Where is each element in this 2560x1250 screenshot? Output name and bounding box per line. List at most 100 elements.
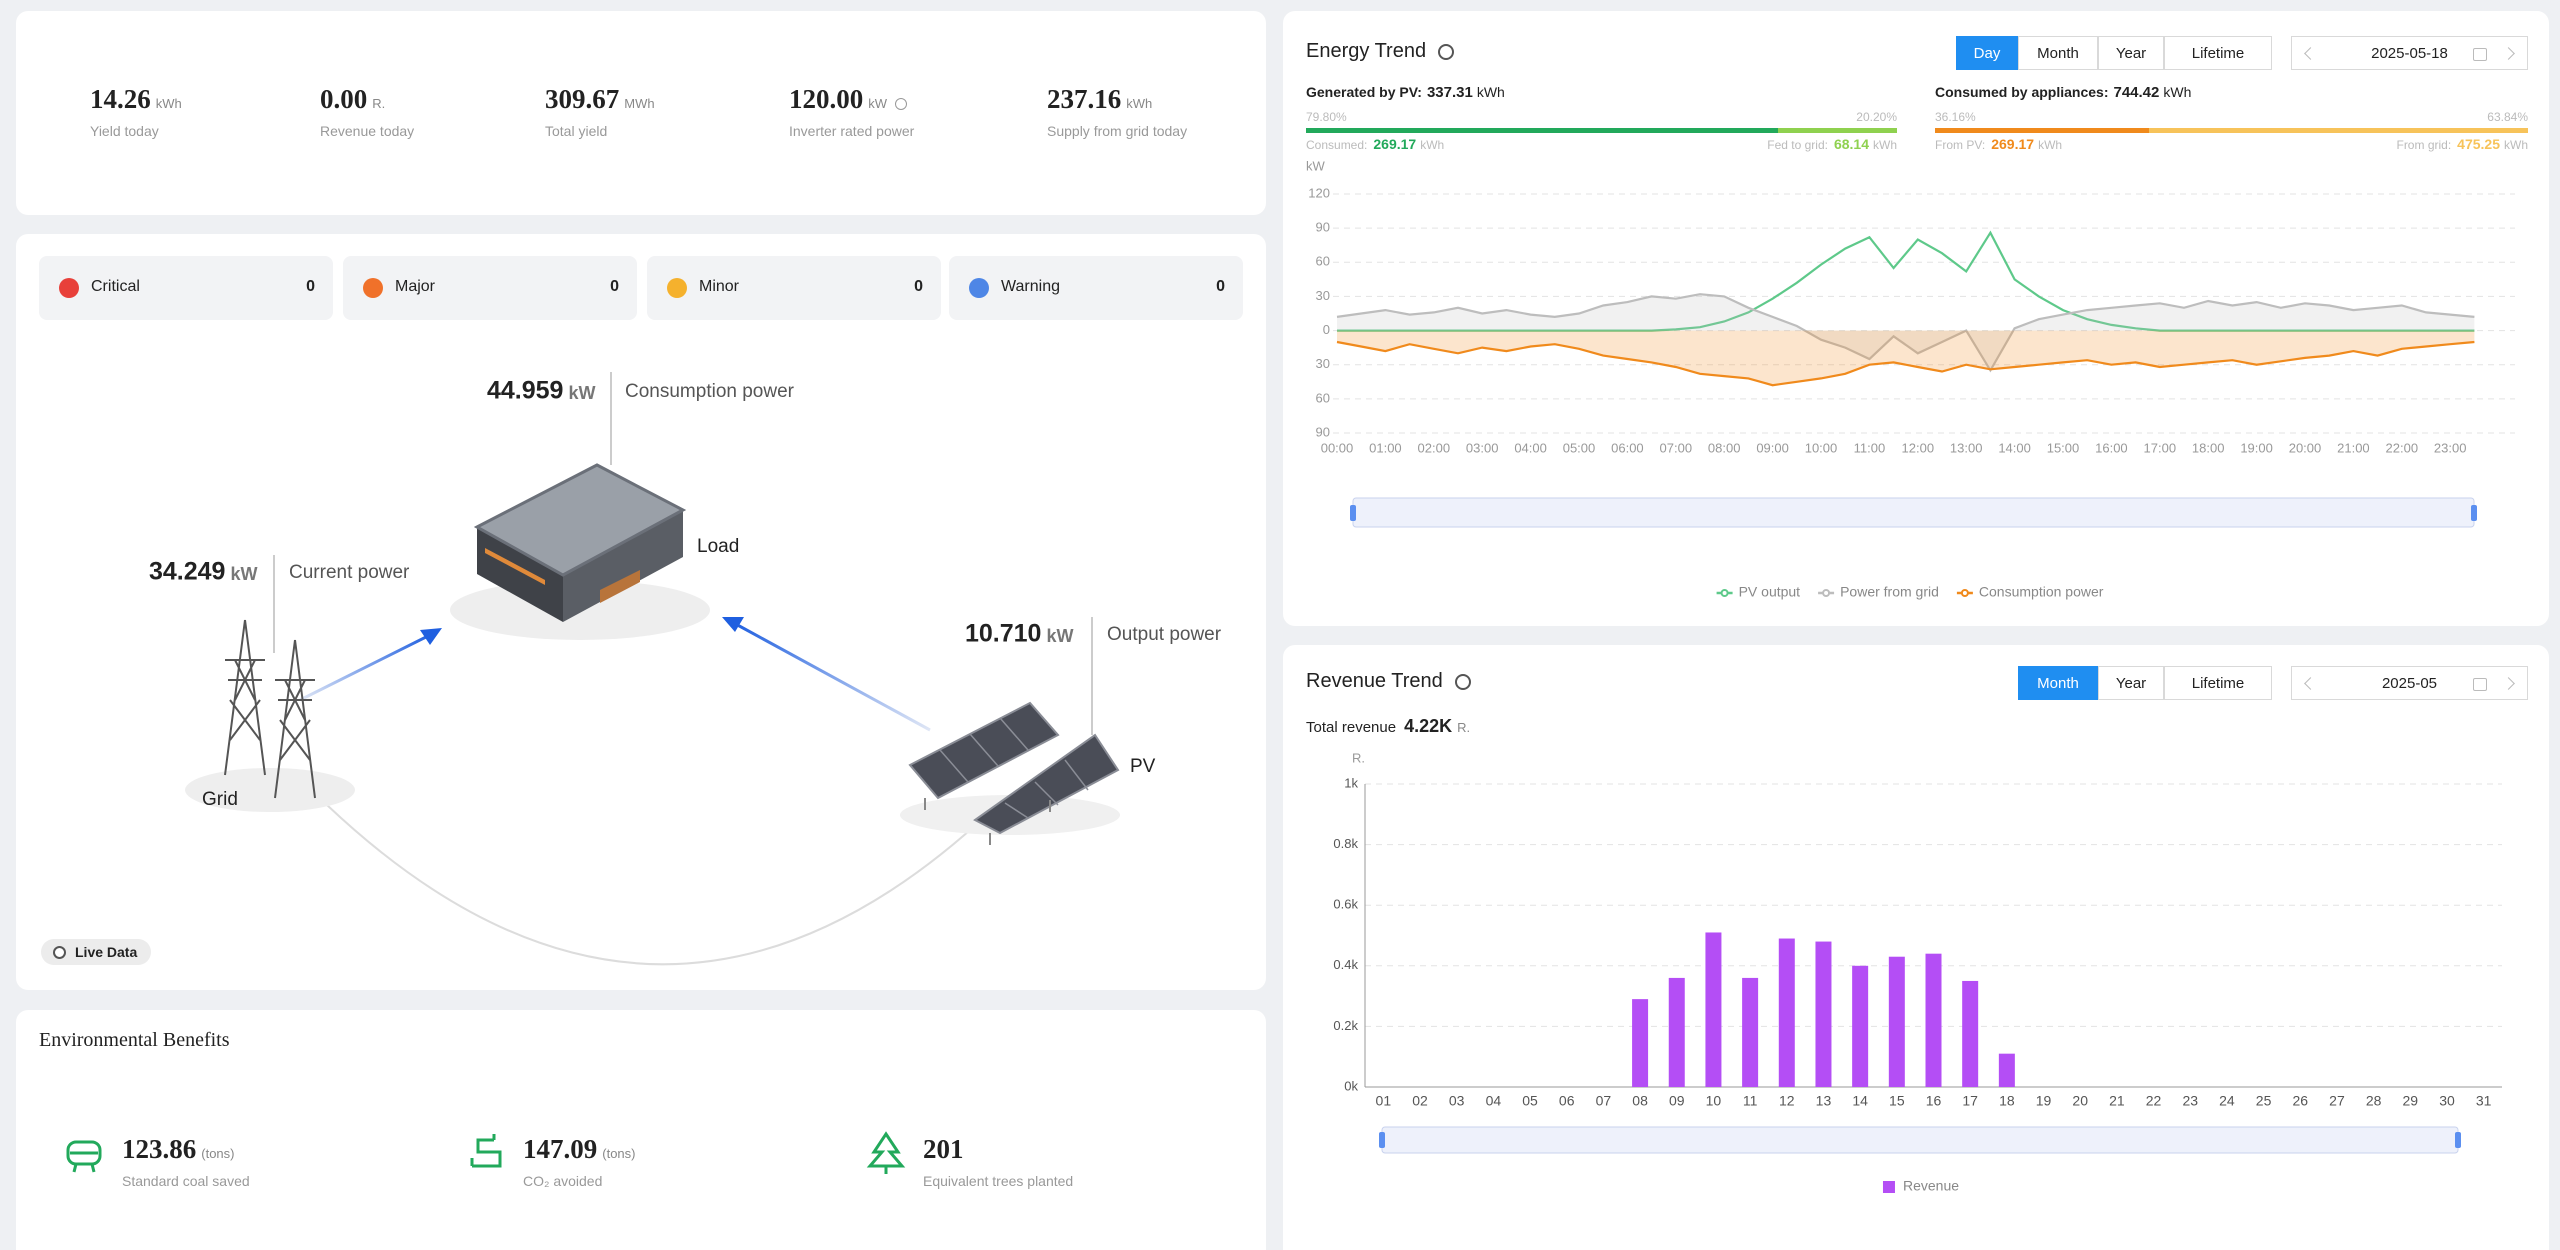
x-tick-label: 25 bbox=[2256, 1093, 2272, 1109]
summary-value: 744.42 bbox=[2113, 84, 2160, 101]
tab[interactable]: Lifetime bbox=[2164, 36, 2272, 70]
detail-label: From grid: bbox=[2396, 138, 2452, 152]
x-tick-label: 13:00 bbox=[1950, 440, 1983, 455]
icon bbox=[59, 278, 79, 298]
kpi-value: 14.26 bbox=[90, 84, 151, 114]
kpi: 14.26 kWh Yield today bbox=[90, 84, 182, 139]
environment-panel bbox=[16, 1010, 1266, 1250]
bar bbox=[1705, 932, 1722, 1087]
benefit-label: CO₂ avoided bbox=[523, 1173, 603, 1189]
summary-head: Consumed by appliances: 744.42 kWh bbox=[1935, 84, 2191, 101]
x-tick-label: 18:00 bbox=[2192, 440, 2225, 455]
detail-value: 269.17 bbox=[1991, 136, 2035, 152]
kpi-unit: MWh bbox=[624, 96, 655, 111]
benefit-label: Equivalent trees planted bbox=[923, 1173, 1074, 1189]
tab[interactable]: Month bbox=[2018, 36, 2098, 70]
connector bbox=[731, 620, 931, 732]
x-tick-label: 14 bbox=[1852, 1093, 1868, 1109]
power-unit: kW bbox=[230, 564, 257, 584]
tab[interactable]: Lifetime bbox=[2164, 666, 2272, 700]
power-label: Current power bbox=[289, 562, 410, 583]
summary-label: Consumed by appliances: bbox=[1935, 84, 2109, 100]
benefit-value: 123.86 bbox=[122, 1134, 197, 1164]
connector bbox=[326, 804, 991, 966]
x-tick-label: 15 bbox=[1889, 1093, 1905, 1109]
share-bar bbox=[1306, 128, 1778, 133]
x-tick-label: 15:00 bbox=[2047, 440, 2080, 455]
legend: PV output Power from grid Consumption powe… bbox=[1716, 584, 2104, 600]
alarm-count: 0 bbox=[914, 278, 923, 295]
y-tick-label: 30 bbox=[1316, 288, 1330, 303]
chevron bbox=[2304, 47, 2317, 60]
percent: 79.80% bbox=[1306, 110, 1347, 124]
tab[interactable]: Day bbox=[1956, 36, 2018, 70]
area bbox=[1337, 294, 2475, 371]
kpi-label: Total yield bbox=[545, 123, 608, 139]
date-picker[interactable]: 2025-05-18 bbox=[2291, 36, 2528, 70]
live-data[interactable]: Live Data bbox=[41, 939, 152, 965]
x-tick-label: 21:00 bbox=[2337, 440, 2370, 455]
benefit: 201 Equivalent trees planted bbox=[923, 1134, 1073, 1189]
x-tick-label: 00:00 bbox=[1321, 440, 1354, 455]
kpi-label: Revenue today bbox=[320, 123, 415, 139]
x-tick-label: 20 bbox=[2072, 1093, 2088, 1109]
kpi-unit: kW bbox=[868, 96, 888, 111]
total-label: Total revenue bbox=[1306, 719, 1397, 736]
node-label: Load bbox=[697, 536, 739, 557]
detail-unit: kWh bbox=[1420, 138, 1445, 152]
legend-marker bbox=[1822, 589, 1831, 597]
bar bbox=[1815, 941, 1832, 1087]
tab[interactable]: Year bbox=[2098, 666, 2164, 700]
y-tick-label: 0.8k bbox=[1333, 836, 1358, 851]
detail-value: 68.14 bbox=[1833, 136, 1869, 152]
alarm-label: Minor bbox=[699, 278, 740, 295]
legend-marker bbox=[1960, 589, 1969, 597]
kpi: 309.67 MWh Total yield bbox=[545, 84, 655, 139]
chevron bbox=[2502, 677, 2515, 690]
panel-title: Revenue Trend bbox=[1306, 670, 1471, 693]
zoom-slider[interactable] bbox=[1379, 1126, 2461, 1154]
kpi-label: Yield today bbox=[90, 123, 159, 139]
power-label: Output power bbox=[1107, 624, 1222, 645]
x-tick-label: 18 bbox=[1999, 1093, 2015, 1109]
x-tick-label: 07:00 bbox=[1660, 440, 1693, 455]
kpi: 120.00 kW Inverter rated power bbox=[789, 84, 914, 139]
icon bbox=[53, 946, 66, 959]
connector bbox=[299, 632, 433, 702]
tab[interactable]: Month bbox=[2018, 666, 2098, 700]
node-label: Grid bbox=[202, 789, 238, 810]
x-tick-label: 23 bbox=[2182, 1093, 2198, 1109]
date-value: 2025-05 bbox=[2381, 675, 2438, 692]
benefit: 123.86 (tons) Standard coal saved bbox=[122, 1134, 250, 1189]
x-tick-label: 14:00 bbox=[1998, 440, 2031, 455]
detail-unit: kWh bbox=[2038, 138, 2063, 152]
icon bbox=[667, 278, 687, 298]
x-tick-label: 06:00 bbox=[1611, 440, 1644, 455]
bar bbox=[1632, 999, 1649, 1087]
alarm-count: 0 bbox=[306, 278, 315, 295]
x-tick-label: 05:00 bbox=[1563, 440, 1596, 455]
x-tick-label: 27 bbox=[2329, 1093, 2345, 1109]
zoom-slider[interactable] bbox=[1350, 497, 2477, 528]
share-detail: Fed to grid: 68.14 kWh bbox=[1767, 136, 1897, 152]
x-tick-label: 02:00 bbox=[1418, 440, 1451, 455]
x-tick-label: 02 bbox=[1412, 1093, 1428, 1109]
x-tick-label: 30 bbox=[2439, 1093, 2455, 1109]
percent: 63.84% bbox=[2487, 110, 2528, 124]
x-tick-label: 13 bbox=[1816, 1093, 1832, 1109]
date-picker[interactable]: 2025-05 bbox=[2291, 666, 2528, 700]
arrow bbox=[420, 628, 442, 645]
icon bbox=[1438, 43, 1455, 60]
tower bbox=[224, 619, 316, 799]
x-tick-label: 29 bbox=[2403, 1093, 2419, 1109]
total-value: 4.22K bbox=[1404, 716, 1453, 736]
alarm-card: Critical 0 bbox=[39, 256, 333, 320]
alarm-count: 0 bbox=[1216, 278, 1225, 295]
x-tick-label: 03:00 bbox=[1466, 440, 1499, 455]
benefit-label: Standard coal saved bbox=[122, 1173, 250, 1189]
tab[interactable]: Year bbox=[2098, 36, 2164, 70]
x-tick-label: 23:00 bbox=[2434, 440, 2467, 455]
y-tick-label: 1k bbox=[1344, 775, 1358, 790]
detail-label: From PV: bbox=[1935, 138, 1986, 152]
